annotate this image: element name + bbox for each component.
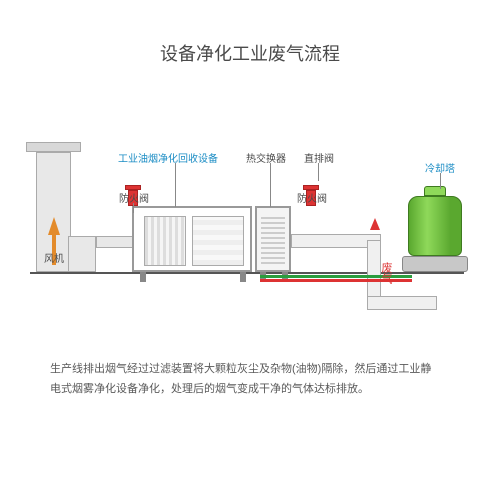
label-heat-exchanger: 热交换器 [246,150,286,165]
pipe-lower-horizontal [367,296,437,310]
diagram-title: 设备净化工业废气流程 [0,40,500,66]
unit-leg [240,272,246,282]
description-text: 生产线排出烟气经过过滤装置将大颗粒灰尘及杂物(油物)隔除，然后通过工业静电式烟雾… [50,360,440,400]
heat-exchanger-unit [255,206,291,272]
ground-line [30,272,464,274]
fan-outlet-cap [26,142,81,152]
leader-line [440,173,441,189]
label-fire-valve-1: 防火阀 [119,190,149,205]
duct-fan-to-main [96,236,136,248]
cooling-tower-fan [424,186,446,196]
cooling-tower-base [402,256,468,272]
process-diagram [0,110,500,330]
unit-leg [140,272,146,282]
label-oil-recovery: 工业油烟净化回收设备 [118,150,218,165]
waste-gas-arrow-icon [370,218,380,230]
fan-unit [68,236,96,272]
label-discharge-valve: 直排阀 [304,150,334,165]
exhaust-arrow-icon [48,217,60,235]
label-fan: 风机 [44,250,64,265]
leader-line [175,163,176,207]
label-waste-gas: 废气 [378,262,394,284]
leader-line [133,203,134,213]
leader-line [270,163,271,207]
oil-recovery-unit [132,206,252,272]
leader-line [318,163,319,181]
cooling-tower-body [408,196,462,256]
label-fire-valve-2: 防火阀 [297,190,327,205]
